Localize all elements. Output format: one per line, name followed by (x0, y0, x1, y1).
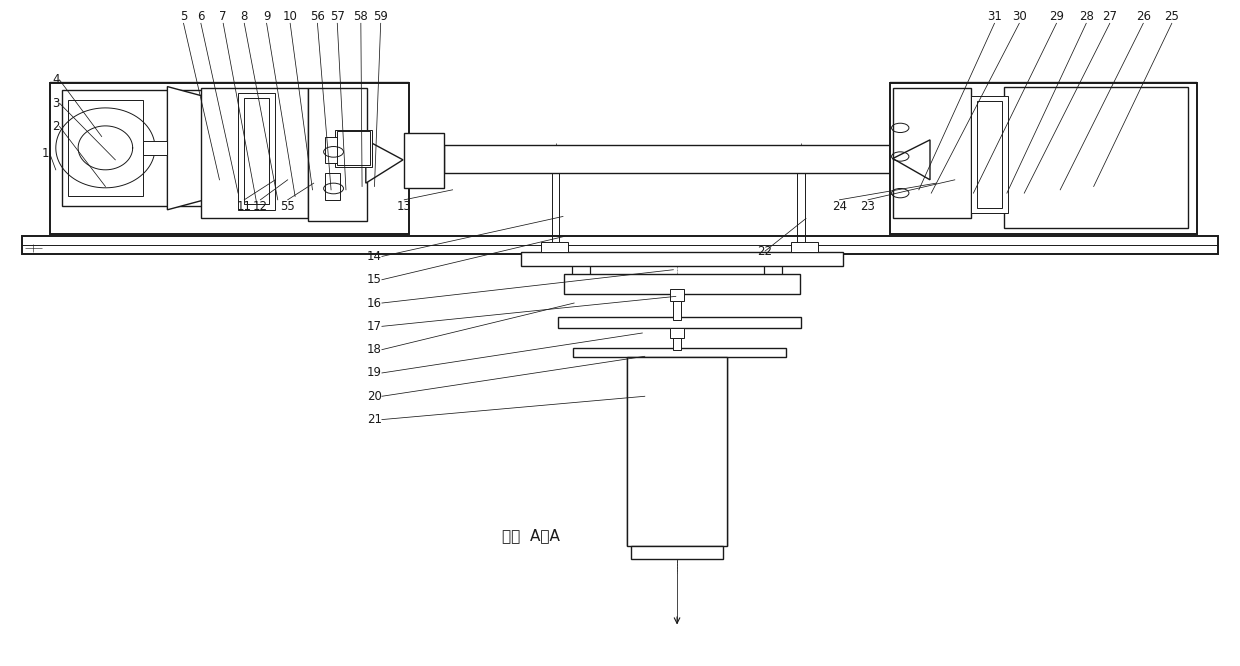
Bar (791, 242, 818, 252)
Bar (404, 133, 444, 188)
Text: 57: 57 (330, 10, 345, 23)
Bar (143, 141, 167, 155)
Bar (894, 155, 924, 214)
Bar (670, 289, 684, 301)
Bar (673, 338, 681, 350)
Text: 11: 11 (237, 200, 252, 213)
Bar (893, 88, 971, 218)
Text: 15: 15 (367, 273, 382, 286)
Text: 24: 24 (832, 200, 847, 213)
Bar (1004, 87, 1188, 228)
Bar (62, 90, 205, 206)
Text: 剪面  A－A: 剪面 A－A (502, 529, 560, 543)
Text: 58: 58 (353, 10, 368, 23)
Text: 1: 1 (42, 147, 50, 160)
Text: 55: 55 (280, 200, 295, 213)
Text: 5: 5 (180, 10, 187, 23)
Bar (573, 348, 786, 357)
Text: 18: 18 (367, 343, 382, 356)
Bar (890, 83, 1197, 234)
Bar (238, 93, 275, 210)
Bar (631, 546, 723, 559)
Bar (894, 92, 924, 147)
Text: 21: 21 (367, 413, 382, 426)
Text: 7: 7 (219, 10, 227, 23)
Text: 29: 29 (1049, 10, 1064, 23)
Text: 20: 20 (367, 390, 382, 403)
Text: 3: 3 (52, 97, 60, 110)
Text: 22: 22 (758, 244, 773, 258)
Text: 10: 10 (283, 10, 298, 23)
Bar (308, 88, 367, 221)
Bar (335, 130, 372, 166)
Bar (558, 317, 801, 328)
Text: 16: 16 (367, 296, 382, 310)
Text: 2: 2 (52, 120, 60, 133)
Text: 9: 9 (263, 10, 270, 23)
Bar (50, 83, 409, 234)
Bar (673, 301, 681, 320)
Text: 28: 28 (1079, 10, 1094, 23)
Text: 30: 30 (1012, 10, 1027, 23)
Text: 14: 14 (367, 250, 382, 263)
Text: 12: 12 (253, 200, 268, 213)
Bar (203, 92, 234, 147)
Bar (310, 157, 335, 216)
Bar (310, 93, 335, 150)
Text: 13: 13 (397, 200, 412, 213)
Text: 8: 8 (241, 10, 248, 23)
Text: 17: 17 (367, 320, 382, 333)
Bar (627, 357, 727, 546)
Text: 6: 6 (197, 10, 205, 23)
Bar (325, 137, 340, 163)
Bar (325, 173, 340, 200)
Bar (22, 236, 1218, 254)
Text: 26: 26 (1136, 10, 1151, 23)
Text: 56: 56 (310, 10, 325, 23)
Polygon shape (366, 140, 403, 183)
Text: 27: 27 (1102, 10, 1117, 23)
Text: 19: 19 (367, 366, 382, 380)
Bar (977, 101, 1002, 208)
Bar (68, 100, 143, 196)
Bar (541, 242, 568, 252)
Bar (564, 274, 800, 294)
Text: 4: 4 (52, 73, 60, 87)
Bar (337, 131, 370, 165)
Bar (201, 88, 308, 218)
Text: 25: 25 (1164, 10, 1179, 23)
Bar (971, 96, 1008, 213)
Text: 59: 59 (373, 10, 388, 23)
Bar (203, 155, 234, 213)
Polygon shape (167, 87, 205, 210)
Polygon shape (893, 140, 930, 180)
Bar (670, 328, 684, 338)
Bar (521, 252, 843, 266)
Bar (244, 98, 269, 204)
Text: 23: 23 (861, 200, 875, 213)
Text: 31: 31 (987, 10, 1002, 23)
Bar (444, 145, 893, 173)
